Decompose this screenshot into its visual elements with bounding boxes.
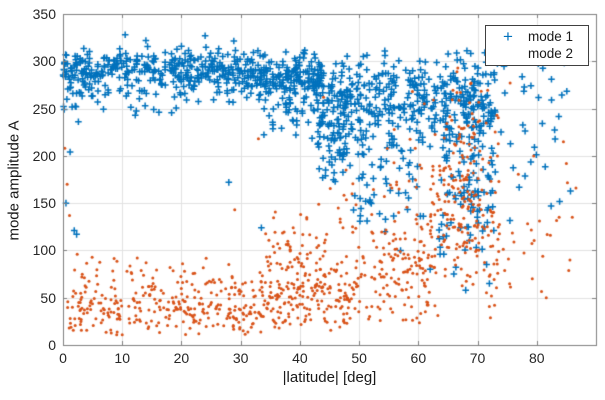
legend-item-mode1: + mode 1	[486, 28, 588, 45]
y-tick-label: 50	[40, 289, 56, 306]
x-tick-label: 0	[59, 350, 67, 366]
x-tick-label: 50	[351, 350, 367, 366]
y-tick-label: 300	[32, 53, 56, 70]
plus-marker-icon: +	[500, 26, 516, 46]
y-tick-label: 200	[32, 147, 56, 164]
y-tick-label: 0	[48, 337, 56, 353]
plus-marker-glyph: +	[503, 26, 513, 46]
x-tick-label: 80	[528, 350, 545, 366]
legend: + mode 1 mode 2	[485, 25, 589, 66]
x-axis-label: |latitude| [deg]	[0, 369, 605, 386]
x-tick-label: 40	[292, 350, 308, 366]
y-tick-label: 350	[32, 6, 56, 22]
legend-label-mode1: mode 1	[528, 29, 574, 44]
x-tick-label: 20	[173, 350, 190, 366]
y-axis-label: mode amplitude A	[5, 120, 23, 241]
legend-label-mode2: mode 2	[528, 46, 574, 61]
y-tick-label: 250	[32, 100, 56, 117]
x-axis-label-text: |latitude| [deg]	[282, 369, 377, 386]
y-tick-label: 100	[32, 242, 56, 259]
legend-item-mode2: mode 2	[486, 45, 588, 62]
x-tick-label: 60	[410, 350, 427, 366]
y-tick-label: 150	[32, 195, 56, 212]
x-tick-label: 70	[469, 350, 486, 366]
x-tick-label: 10	[114, 350, 131, 366]
x-tick-label: 30	[232, 350, 249, 366]
